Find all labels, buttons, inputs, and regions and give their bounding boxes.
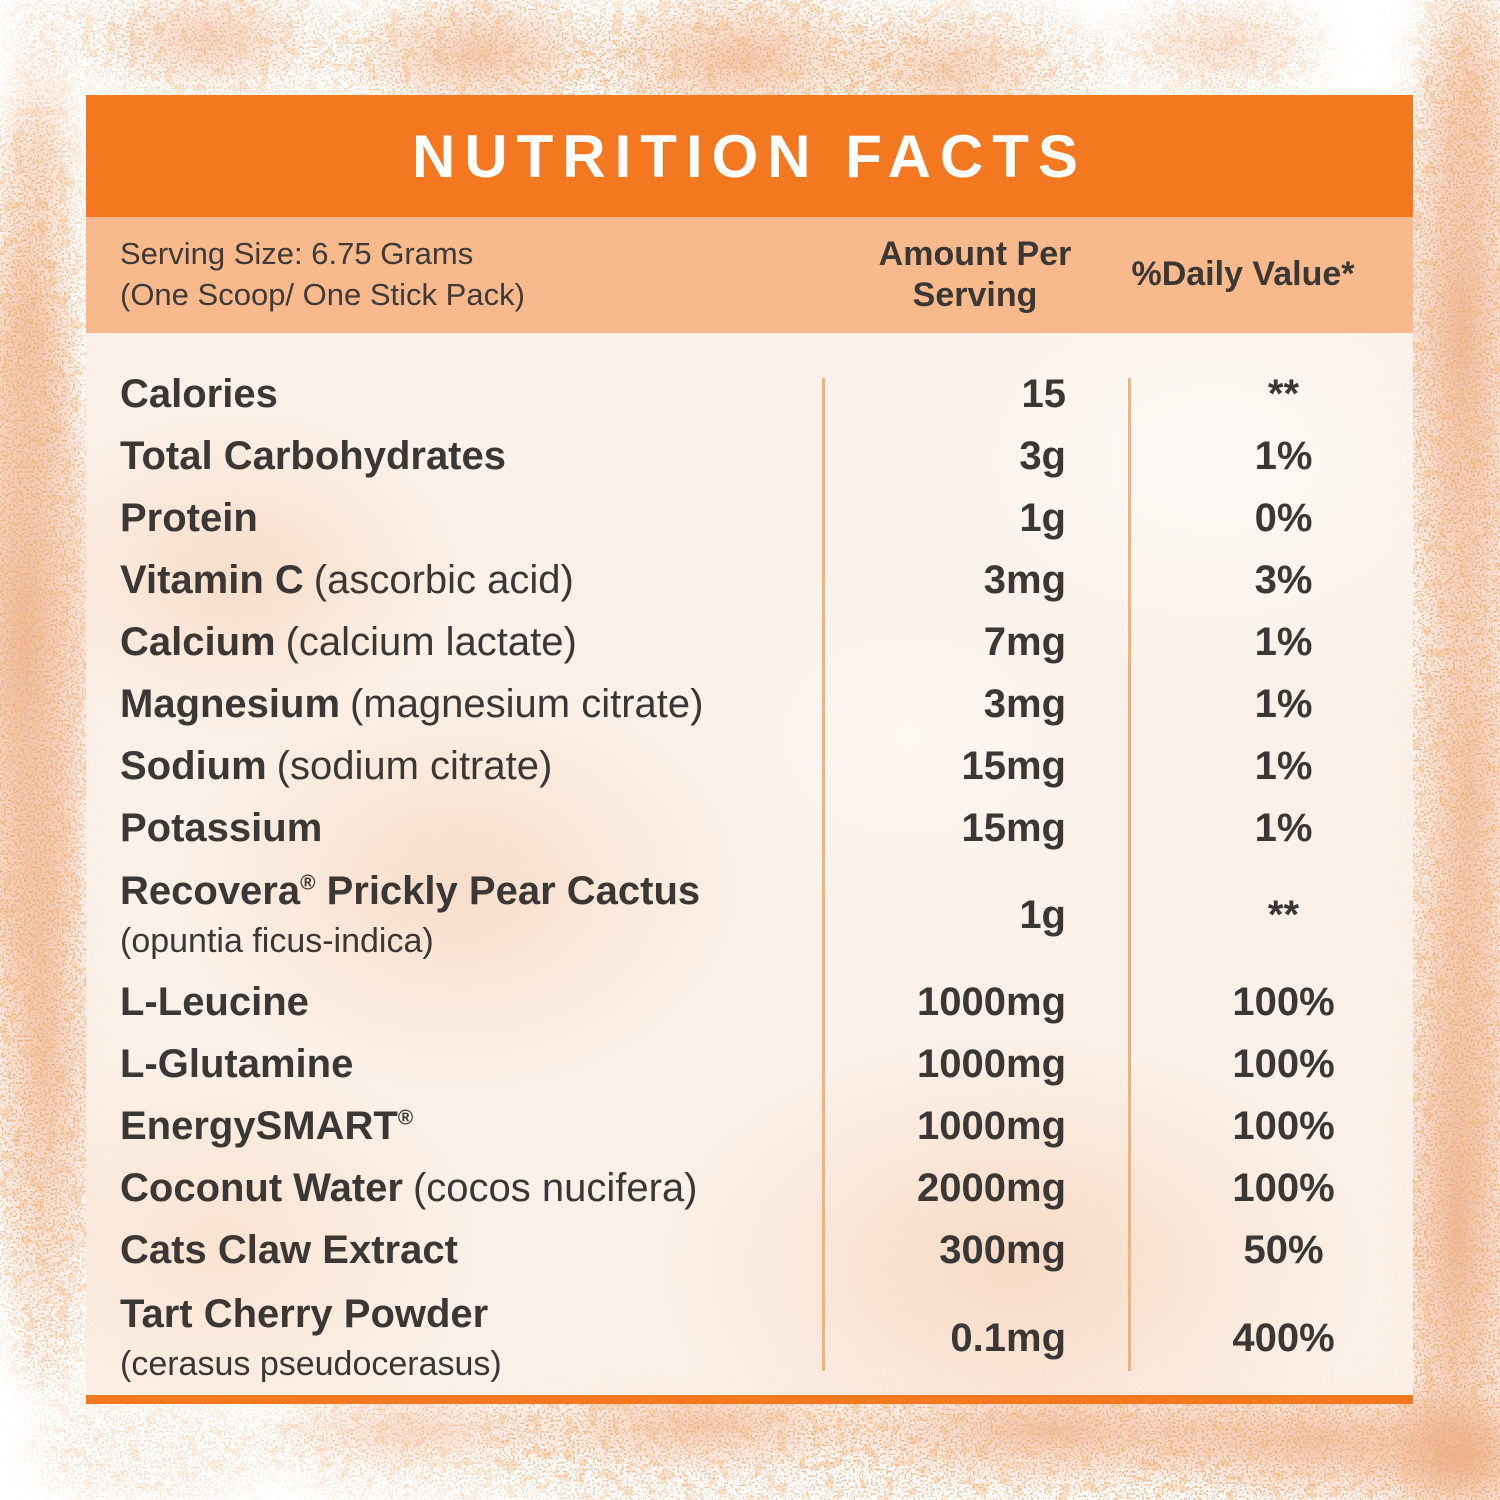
amount-value: 7mg	[983, 619, 1066, 664]
amount-value: 1000mg	[917, 979, 1066, 1024]
daily-value: 3%	[1254, 557, 1313, 602]
nutrient-name-text: Tart Cherry Powder	[120, 1292, 489, 1337]
nutrient-name: Magnesium (magnesium citrate)	[86, 681, 822, 727]
table-row: Protein 1g 0%	[86, 487, 1413, 549]
nutrient-detail-text: (opuntia ficus-indica)	[120, 922, 434, 961]
column-divider-2	[1128, 378, 1131, 1371]
nutrient-name: Coconut Water (cocos nucifera)	[86, 1165, 822, 1211]
nutrient-name: Calories	[86, 371, 822, 417]
amount-value: 2000mg	[917, 1165, 1066, 1210]
daily-value: 100%	[1232, 1103, 1335, 1148]
daily-value: 100%	[1232, 979, 1335, 1024]
nutrient-name: Calcium (calcium lactate)	[86, 619, 822, 665]
table-row: L-Leucine 1000mg 100%	[86, 971, 1413, 1033]
label-header: NUTRITION FACTS	[86, 95, 1413, 217]
table-row: Sodium (sodium citrate) 15mg 1%	[86, 735, 1413, 797]
nutrient-name: Tart Cherry Powder (cerasus pseudocerasus…	[86, 1291, 822, 1384]
nutrition-label: NUTRITION FACTS Serving Size: 6.75 Grams…	[86, 95, 1413, 1404]
nutrient-name-text: Magnesium	[120, 682, 341, 726]
amount-value: 1000mg	[917, 1103, 1066, 1148]
table-row: EnergySMART® 1000mg 100%	[86, 1095, 1413, 1157]
table-row: Calcium (calcium lactate) 7mg 1%	[86, 611, 1413, 673]
amount-per-serving-header: Amount Per Serving	[878, 234, 1072, 314]
nutrient-name-text: Protein	[120, 496, 258, 540]
daily-value: **	[1267, 371, 1300, 416]
table-row: Magnesium (magnesium citrate) 3mg 1%	[86, 673, 1413, 735]
nutrient-table: Calories 15 ** Total Carbohydrates 3g 1%…	[86, 333, 1413, 1395]
nutrient-name-text: Recovera® Prickly Pear Cactus	[120, 869, 701, 914]
amount-value: 3mg	[983, 681, 1066, 726]
daily-value: 1%	[1254, 619, 1313, 664]
nutrient-name: L-Leucine	[86, 979, 822, 1025]
table-row: Cats Claw Extract 300mg 50%	[86, 1219, 1413, 1281]
amount-value: 3mg	[983, 557, 1066, 602]
nutrient-name: Potassium	[86, 805, 822, 851]
column-divider-1	[822, 378, 825, 1371]
nutrient-name-text: Potassium	[120, 806, 323, 850]
nutrient-detail-text: (cocos nucifera)	[412, 1166, 698, 1210]
amount-value: 15	[1021, 371, 1067, 416]
daily-value: 400%	[1232, 1315, 1335, 1360]
nutrient-name: Sodium (sodium citrate)	[86, 743, 822, 789]
daily-value: 100%	[1232, 1165, 1335, 1210]
nutrient-name-text: Total Carbohydrates	[120, 434, 506, 478]
daily-value: 100%	[1232, 1041, 1335, 1086]
serving-size-line2: (One Scoop/ One Stick Pack)	[120, 277, 525, 312]
nutrient-name-text: Coconut Water	[120, 1166, 403, 1210]
nutrient-name: Recovera® Prickly Pear Cactus (opuntia fi…	[86, 868, 822, 961]
table-row: L-Glutamine 1000mg 100%	[86, 1033, 1413, 1095]
nutrient-name: Cats Claw Extract	[86, 1227, 822, 1273]
table-row: Vitamin C (ascorbic acid) 3mg 3%	[86, 549, 1413, 611]
nutrient-name-text: L-Leucine	[120, 980, 309, 1024]
daily-value: 1%	[1254, 433, 1313, 478]
nutrient-detail-text: (sodium citrate)	[276, 744, 553, 788]
daily-value: 1%	[1254, 681, 1313, 726]
amount-value: 15mg	[961, 805, 1067, 850]
nutrient-name-text: Cats Claw Extract	[120, 1228, 458, 1272]
daily-value: 1%	[1254, 743, 1313, 788]
daily-value: 50%	[1243, 1227, 1324, 1272]
nutrient-name-text: EnergySMART®	[120, 1104, 414, 1148]
daily-value-header: %Daily Value*	[1131, 255, 1355, 294]
nutrient-name-text: L-Glutamine	[120, 1042, 354, 1086]
label-subheader: Serving Size: 6.75 Grams (One Scoop/ One…	[86, 217, 1413, 333]
table-row: Potassium 15mg 1%	[86, 797, 1413, 859]
nutrient-detail-text: (calcium lactate)	[285, 620, 577, 664]
nutrient-detail-text: (ascorbic acid)	[313, 558, 574, 602]
serving-size: Serving Size: 6.75 Grams (One Scoop/ One…	[86, 234, 822, 316]
table-row: Tart Cherry Powder (cerasus pseudocerasus…	[86, 1281, 1413, 1395]
daily-value: **	[1267, 892, 1300, 937]
table-row: Total Carbohydrates 3g 1%	[86, 425, 1413, 487]
nutrient-name-text: Sodium	[120, 744, 267, 788]
nutrient-name-text: Calcium	[120, 620, 276, 664]
nutrient-name-text: Calories	[120, 372, 278, 416]
nutrient-name: EnergySMART®	[86, 1103, 822, 1149]
nutrient-name: Total Carbohydrates	[86, 433, 822, 479]
nutrient-name: Protein	[86, 495, 822, 541]
table-row: Recovera® Prickly Pear Cactus (opuntia fi…	[86, 859, 1413, 971]
table-row: Calories 15 **	[86, 363, 1413, 425]
table-row: Coconut Water (cocos nucifera) 2000mg 100…	[86, 1157, 1413, 1219]
serving-size-line1: Serving Size: 6.75 Grams	[120, 236, 474, 272]
label-title: NUTRITION FACTS	[412, 122, 1087, 190]
daily-value: 1%	[1254, 805, 1313, 850]
amount-value: 1g	[1019, 892, 1066, 937]
amount-value: 1000mg	[917, 1041, 1066, 1086]
amount-value: 300mg	[939, 1227, 1066, 1272]
amount-value: 3g	[1019, 433, 1066, 478]
label-footer-bar	[86, 1395, 1413, 1404]
amount-value: 1g	[1019, 495, 1066, 540]
nutrient-name: L-Glutamine	[86, 1041, 822, 1087]
daily-value: 0%	[1254, 495, 1313, 540]
nutrient-detail-text: (magnesium citrate)	[350, 682, 704, 726]
amount-value: 0.1mg	[950, 1315, 1066, 1360]
nutrient-name-text: Vitamin C	[120, 558, 304, 602]
nutrient-detail-text: (cerasus pseudocerasus)	[120, 1345, 502, 1384]
amount-value: 15mg	[961, 743, 1067, 788]
nutrient-name: Vitamin C (ascorbic acid)	[86, 557, 822, 603]
